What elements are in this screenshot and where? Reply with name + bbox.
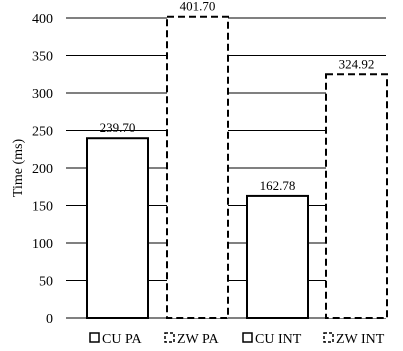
y-tick-label: 150: [32, 200, 53, 215]
bar: [166, 15, 229, 319]
legend-swatch: [164, 332, 175, 343]
y-tick-label: 0: [46, 312, 53, 327]
legend-label: CU INT: [255, 332, 302, 347]
legend-swatch: [89, 332, 100, 343]
data-label: 239.70: [100, 120, 136, 135]
legend-swatch: [323, 332, 334, 343]
y-tick-label: 350: [32, 50, 53, 65]
y-tick-label: 300: [32, 87, 53, 102]
bar: [246, 194, 309, 319]
y-axis-label: Time (ms): [11, 139, 26, 198]
bar: [325, 73, 388, 319]
data-label: 324.92: [339, 56, 375, 71]
legend-label: ZW PA: [177, 332, 220, 347]
legend-label: ZW INT: [336, 332, 385, 347]
legend-label: CU PA: [102, 332, 142, 347]
bar: [86, 137, 149, 319]
y-tick-label: 200: [32, 162, 53, 177]
y-axis-ticks: 0 50 100 150 200 250 300 350 400: [32, 12, 53, 327]
legend-swatch: [242, 332, 253, 343]
data-label: 162.78: [260, 178, 296, 193]
y-tick-label: 400: [32, 12, 53, 27]
bars: 239.70 401.70 162.78 324.92: [86, 0, 388, 319]
y-tick-label: 100: [32, 237, 53, 252]
data-label: 401.70: [180, 0, 216, 14]
y-tick-label: 250: [32, 125, 53, 140]
y-tick-label: 50: [39, 275, 53, 290]
legend: CU PA ZW PA CU INT ZW INT: [89, 332, 385, 347]
